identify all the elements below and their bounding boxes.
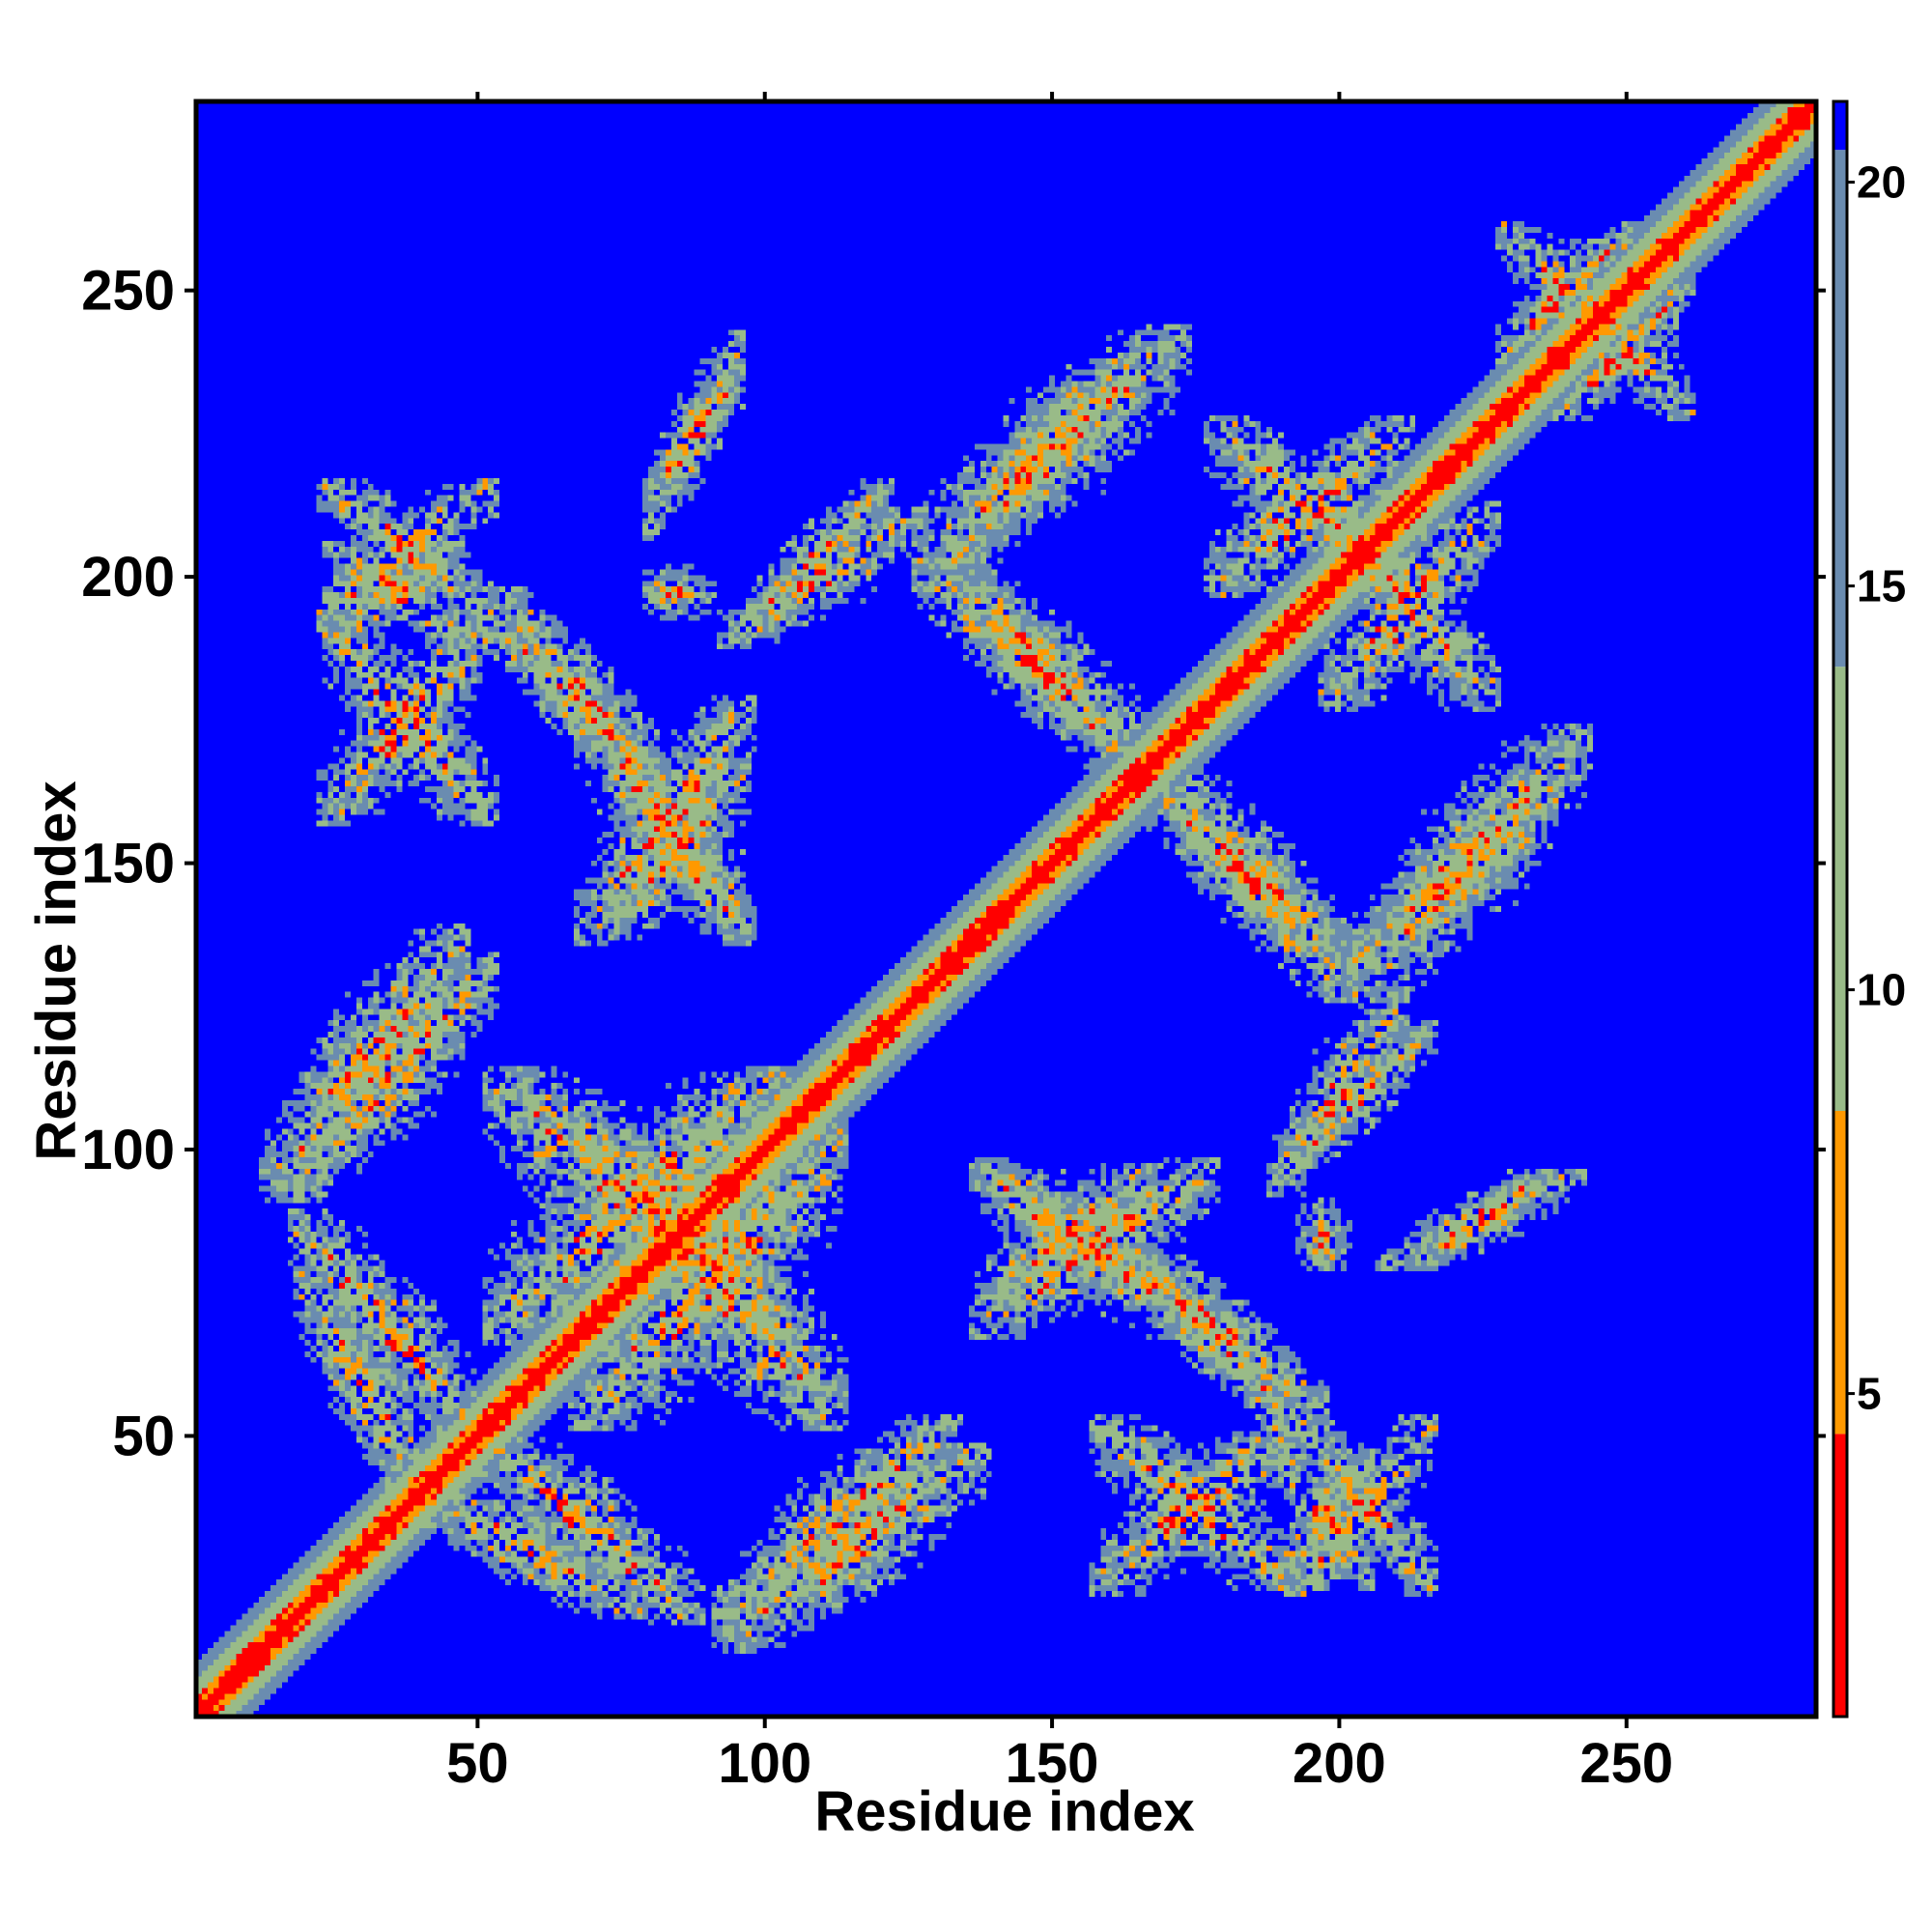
colorbar-segment (1833, 1434, 1847, 1717)
colorbar-segment (1833, 667, 1847, 1111)
plot-frame (193, 99, 1819, 1719)
colorbar-tick-label: 20 (1857, 157, 1906, 208)
x-tick-label: 50 (446, 1732, 509, 1795)
colorbar-tick-label: 5 (1857, 1369, 1882, 1419)
x-tick-label: 100 (718, 1732, 811, 1795)
y-tick-label: 200 (81, 546, 175, 609)
colorbar-frame (1832, 99, 1849, 1719)
x-axis-title: Residue index (814, 1780, 1194, 1843)
y-tick-label: 250 (81, 260, 175, 323)
colorbar: 5 10 15 20 (1832, 99, 1906, 1719)
y-tick-label: 100 (81, 1119, 175, 1181)
x-tick-label: 150 (1006, 1732, 1099, 1795)
y-axis-title: Residue index (25, 781, 88, 1160)
heatmap-cells (196, 101, 1816, 1717)
axes: 50 100 150 200 250 50 100 150 200 250 (81, 92, 1826, 1795)
colorbar-tick-label: 10 (1857, 965, 1906, 1015)
y-tick-label: 150 (81, 833, 175, 895)
x-tick-label: 200 (1293, 1732, 1386, 1795)
colorbar-segment (1833, 150, 1847, 668)
colorbar-segment (1833, 101, 1847, 151)
y-tick-label: 50 (112, 1405, 175, 1467)
heatmap-plot-area (196, 101, 1816, 1717)
colorbar-segment (1833, 1111, 1847, 1435)
colorbar-tick-label: 15 (1857, 561, 1906, 611)
x-tick-label: 250 (1579, 1732, 1673, 1795)
